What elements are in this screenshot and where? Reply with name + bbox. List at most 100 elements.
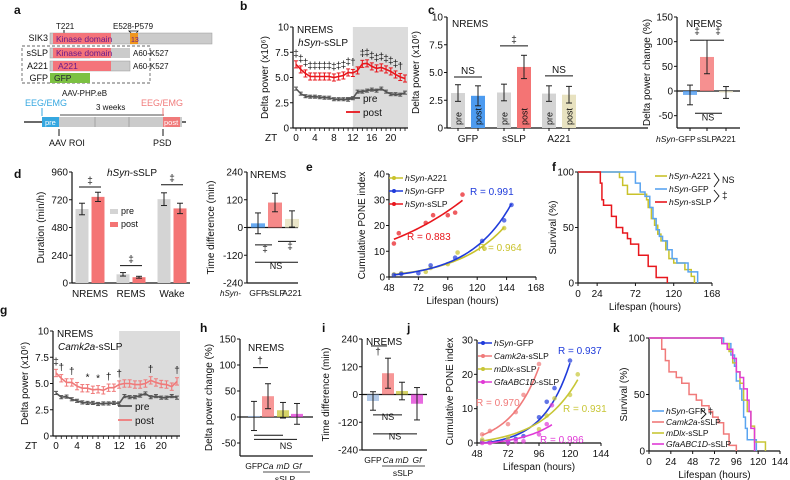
b-sig-marker: ‡ bbox=[322, 61, 328, 72]
b-subtitle: hSyn-sSLP bbox=[298, 38, 348, 49]
i-sig: † bbox=[375, 347, 381, 358]
c2-y-tick-label: 100 bbox=[656, 37, 673, 48]
g-sig-marker: ‡ bbox=[53, 357, 59, 368]
b-y-label: Delta power (x10⁶) bbox=[260, 36, 271, 119]
d1-bar-pre bbox=[116, 274, 130, 283]
g-y-tick-label: 10 bbox=[38, 327, 50, 338]
d1-bar-post bbox=[132, 277, 146, 283]
b-sig-marker: ‡ bbox=[374, 53, 380, 64]
j-point-GfaABC1D-sSLP bbox=[505, 440, 511, 446]
b-x-tick-label: 8 bbox=[331, 133, 337, 144]
row-name-sslp: sSLP bbox=[26, 48, 48, 58]
b-sig-marker: ‡ bbox=[345, 57, 351, 68]
d1-legend-pre: pre bbox=[121, 206, 134, 216]
b-sig-marker: ‡ bbox=[298, 54, 304, 65]
c1-bar-label: pre bbox=[454, 112, 464, 125]
b-sig-marker: ‡ bbox=[369, 51, 375, 62]
k-y-tick-label: 0 bbox=[639, 447, 645, 458]
b-x-tick-label: 16 bbox=[366, 133, 378, 144]
j-y-tick-label: 10 bbox=[462, 404, 474, 415]
j-point-hSyn-GFP bbox=[536, 414, 542, 420]
b-sig-marker: ‡ bbox=[383, 54, 389, 65]
k-curve-Camk2a-sSLP bbox=[649, 337, 738, 451]
exon13-label: 13 bbox=[131, 37, 139, 44]
j-legend-marker bbox=[481, 367, 485, 371]
j-point-Camk2a-sSLP bbox=[536, 361, 542, 367]
i-sig-ns: NS bbox=[382, 412, 395, 422]
j-point-Camk2a-sSLP bbox=[521, 392, 526, 398]
c2-x-label: hSyn-GFP bbox=[656, 134, 696, 144]
g-zt-label: ZT bbox=[25, 441, 37, 452]
j-x-tick-label: 48 bbox=[471, 449, 483, 460]
h-y-label: Delta power change (%) bbox=[204, 344, 215, 451]
e-legend-marker bbox=[392, 202, 396, 206]
eeg-pre-label: EEG/EMG bbox=[25, 98, 67, 108]
j-x-tick-label: 72 bbox=[502, 449, 514, 460]
h-y-tick-label: 100 bbox=[219, 361, 236, 372]
j-point-GfaABC1D-sSLP bbox=[549, 402, 555, 408]
e-point-hSyn-GFP bbox=[428, 263, 433, 268]
j-legend-marker bbox=[481, 341, 485, 345]
d1-y-label: Duration (min/h) bbox=[36, 192, 47, 264]
c2-sig: NS bbox=[702, 113, 715, 123]
j-point-Camk2a-sSLP bbox=[487, 428, 493, 434]
b-sig-marker: ‡ bbox=[303, 58, 309, 69]
d2-y-tick-label: 0 bbox=[237, 223, 243, 234]
e-point-hSyn-A221 bbox=[482, 246, 487, 251]
a221-kinase bbox=[53, 61, 111, 71]
f-x-label: Lifespan (hours) bbox=[609, 302, 681, 313]
i-y-tick-label: -120 bbox=[338, 418, 358, 429]
j-point-mDlx-sSLP bbox=[575, 372, 581, 377]
c2-title: NREMS bbox=[686, 19, 722, 30]
c1-title: NREMS bbox=[452, 19, 488, 30]
c1-x-label: GFP bbox=[458, 134, 479, 145]
d1-sig: ‡ bbox=[87, 176, 93, 187]
b-y-tick-label: 2.5 bbox=[275, 98, 289, 109]
j-point-Camk2a-sSLP bbox=[505, 421, 511, 427]
e528-label: E528-P579 bbox=[113, 22, 154, 31]
e-legend-marker bbox=[392, 176, 396, 180]
b-x-tick-label: 12 bbox=[347, 133, 359, 144]
gfp-label: GFP bbox=[54, 73, 72, 83]
j-r-label-mDlx-sSLP: R = 0.931 bbox=[563, 404, 607, 415]
c2-x-label: A221 bbox=[716, 134, 736, 144]
k-x-tick-label: 48 bbox=[687, 457, 699, 468]
c1-sig: NS bbox=[552, 65, 566, 76]
j-x-tick-label: 96 bbox=[533, 449, 545, 460]
k-x-tick-label: 24 bbox=[665, 457, 677, 468]
f-x-tick-label: 24 bbox=[592, 289, 604, 300]
j-y-tick-label: 30 bbox=[462, 336, 474, 347]
b-legend-post: post bbox=[363, 108, 382, 119]
e-fit-hSyn-GFP bbox=[393, 203, 513, 276]
b-y-tick-label: 7.5 bbox=[275, 48, 289, 59]
c1-sig: ‡ bbox=[511, 35, 517, 46]
f-curve-hSyn-sSLP bbox=[578, 171, 669, 283]
g-sig-marker: † bbox=[106, 372, 112, 383]
j-legend-marker bbox=[481, 380, 485, 384]
e-point-hSyn-GFP bbox=[452, 255, 458, 260]
j-fit-GfaABC1D-sSLP bbox=[482, 424, 553, 444]
b-x-tick-label: 4 bbox=[312, 133, 318, 144]
panel-label-k: k bbox=[613, 321, 620, 335]
j-legend-GfaABC1D-sSLP: GfaABC1D-sSLP bbox=[494, 377, 560, 387]
i-x-label: GFP bbox=[364, 455, 382, 465]
d2-sig: ‡ bbox=[262, 244, 268, 255]
b-sig-marker: † bbox=[397, 61, 403, 72]
e-point-hSyn-sSLP bbox=[396, 230, 402, 236]
i-y-label: Time difference (min) bbox=[321, 348, 332, 442]
g-y-tick-label: 2.5 bbox=[35, 405, 49, 416]
e-r-label-hSyn-sSLP: R = 0.883 bbox=[407, 232, 451, 243]
e-fit-hSyn-sSLP bbox=[393, 199, 463, 241]
j-point-mDlx-sSLP bbox=[505, 435, 511, 441]
k-curve-hSyn-GFP bbox=[649, 337, 758, 451]
e-point-hSyn-sSLP bbox=[430, 212, 436, 218]
e-x-tick-label: 144 bbox=[498, 283, 515, 294]
d1-bar-pre bbox=[157, 199, 171, 283]
b-zt-label: ZT bbox=[265, 133, 277, 144]
d1-y-tick-label: 0 bbox=[62, 279, 68, 290]
c2-sig: ‡ bbox=[715, 26, 721, 37]
j-r-label-Camk2a-sSLP: R = 0.970 bbox=[476, 398, 520, 409]
j-point-mDlx-sSLP bbox=[552, 396, 557, 401]
b-sig-marker: ‡ bbox=[360, 48, 366, 59]
sslp-kinase-label: Kinase domain bbox=[56, 48, 113, 58]
